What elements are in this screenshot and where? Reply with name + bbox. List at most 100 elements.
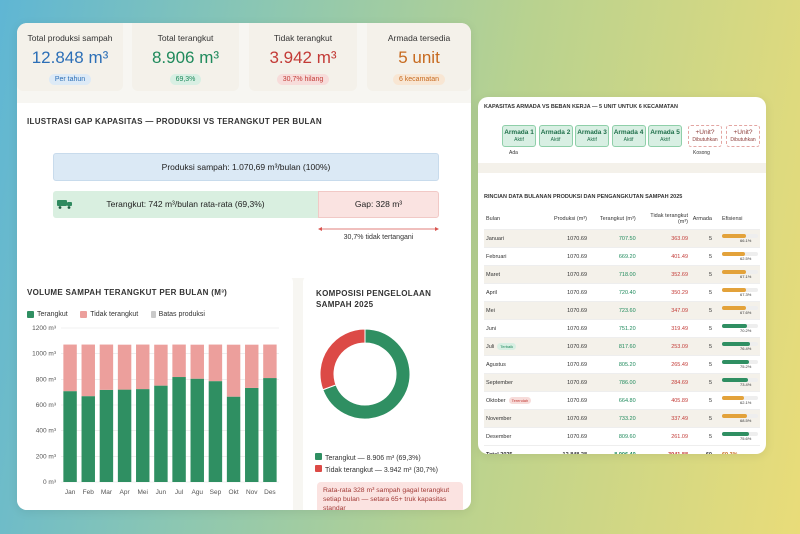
kpi-fleet: Armada tersedia 5 unit 6 kecamatan <box>367 23 471 91</box>
x-tick-label: Sep <box>210 489 222 496</box>
cell-tidak-terangkut: 265.49 <box>637 355 691 374</box>
donut-slice-terangkut <box>322 328 411 420</box>
cell-armada: 5 <box>690 301 714 320</box>
cell-month: Mei <box>484 301 541 320</box>
cell-tidak-terangkut: 363.09 <box>637 229 691 248</box>
cell-produksi: 1070.69 <box>540 247 590 266</box>
efficiency-value: 67.6% <box>740 310 752 315</box>
kpi-value: 8.906 m³ <box>151 48 220 67</box>
x-tick-label: Nov <box>246 489 258 496</box>
efficiency-value: 62.1% <box>740 400 752 405</box>
bar-tidak-terangkut-feb <box>81 344 95 397</box>
cell-month: Agustus <box>484 355 541 374</box>
row-badge: Terendah <box>508 397 532 404</box>
bar-tidak-terangkut-agu <box>190 344 204 379</box>
cell-terangkut: 817.60 <box>589 337 638 356</box>
volume-chart-panel: VOLUME SAMPAH TERANGKUT PER BULAN (M³) T… <box>17 276 293 510</box>
cell-month: Juni <box>484 319 541 338</box>
cell-produksi: 1070.69 <box>540 229 590 248</box>
cell-terangkut: 809.60 <box>589 427 638 446</box>
cell-terangkut: 733.20 <box>589 409 638 428</box>
col-produksi: Produksi (m³) <box>554 216 588 222</box>
fleet-label-kosong: Kosong <box>693 150 710 156</box>
fleet-title: KAPASITAS ARMADA VS BEBAN KERJA — 5 UNIT… <box>484 104 678 110</box>
cell-terangkut: 805.20 <box>589 355 638 374</box>
kpi-value: 5 unit <box>398 48 440 67</box>
efficiency-bar <box>722 342 758 346</box>
cell-tidak-terangkut: 401.49 <box>637 247 691 266</box>
fleet-unit: Armada 4 Aktif <box>611 125 646 147</box>
cell-tidak-terangkut: 253.09 <box>637 337 691 356</box>
efficiency-bar <box>722 270 758 274</box>
gap-title: ILUSTRASI GAP KAPASITAS — PRODUKSI VS TE… <box>27 117 322 126</box>
table-row: Januari 1070.69 707.50 363.09 5 66.1% <box>484 229 760 248</box>
table-total-row: Total 202512.848,288.906,403941.886069,3… <box>484 445 760 454</box>
gap-bar: Gap: 328 m³ <box>318 191 439 218</box>
x-tick-label: Apr <box>120 489 131 496</box>
cell-produksi: 1070.69 <box>540 301 590 320</box>
efficiency-bar <box>722 414 758 418</box>
bar-terangkut-agu <box>190 378 204 482</box>
efficiency-bar <box>722 252 758 256</box>
kpi-total-production: Total produksi sampah 12.848 m³ Per tahu… <box>17 23 123 91</box>
bar-tidak-terangkut-jul <box>172 344 186 378</box>
bar-terangkut-jun <box>154 385 168 482</box>
cell-produksi: 1070.69 <box>540 337 590 356</box>
x-tick-label: Agu <box>191 489 203 496</box>
composition-legend: Terangkut — 8.906 m³ (69,3%) Tidak teran… <box>315 453 438 477</box>
efficiency-bar <box>722 306 758 310</box>
gap-illustration: ILUSTRASI GAP KAPASITAS — PRODUKSI VS TE… <box>17 103 471 278</box>
x-tick-label: Mar <box>101 489 113 496</box>
cell-produksi: 1070.69 <box>540 427 590 446</box>
table-row: Maret 1070.69 718.00 352.69 5 67.1% <box>484 265 760 284</box>
monthly-table: Bulan Produksi (m³) Terangkut (m³) Tidak… <box>484 209 760 454</box>
efficiency-bar <box>722 396 758 400</box>
bar-tidak-terangkut-apr <box>117 344 132 390</box>
legend-tidak-terangkut: Tidak terangkut — 3.942 m³ (30,7%) <box>315 465 438 477</box>
cell-armada: 5 <box>690 337 714 356</box>
total-month: Total 2025 <box>484 445 541 454</box>
y-tick-label: 0 m³ <box>43 479 57 486</box>
col-efisiensi: Efisiensi <box>722 216 743 222</box>
y-tick-label: 600 m³ <box>36 402 57 409</box>
fleet-needed-unit: +Unit? Dibutuhkan <box>726 125 760 147</box>
cell-month: Juli Terbaik <box>484 337 541 356</box>
fleet-label-ada: Ada <box>509 150 518 156</box>
table-row: Oktober Terendah 1070.69 664.80 405.89 5 62.1% <box>484 391 760 410</box>
cell-efisiensi: 67.3% <box>714 283 760 302</box>
cell-produksi: 1070.69 <box>540 391 590 410</box>
bar-tidak-terangkut-okt <box>226 344 241 397</box>
efficiency-value: 67.1% <box>740 274 752 279</box>
cell-terangkut: 718.00 <box>589 265 638 284</box>
cell-month: Januari <box>484 229 541 248</box>
total-produksi: 12.848,28 <box>540 445 590 454</box>
kpi-total-transported: Total terangkut 8.906 m³ 69,3% <box>132 23 239 91</box>
efficiency-bar <box>722 432 758 436</box>
cell-month: April <box>484 283 541 302</box>
bar-tidak-terangkut-jun <box>154 344 168 386</box>
cell-terangkut: 786.00 <box>589 373 638 392</box>
cell-efisiensi: 75.6% <box>714 427 760 446</box>
cell-armada: 5 <box>690 355 714 374</box>
cell-terangkut: 664.80 <box>589 391 638 410</box>
table-row: November 1070.69 733.20 337.49 5 68.5% <box>484 409 760 428</box>
cell-terangkut: 723.60 <box>589 301 638 320</box>
efficiency-bar <box>722 288 758 292</box>
legend-terangkut: Terangkut <box>27 311 68 318</box>
cell-efisiensi: 62.1% <box>714 391 760 410</box>
cell-tidak-terangkut: 261.09 <box>637 427 691 446</box>
bar-terangkut-mar <box>99 389 114 482</box>
cell-armada: 5 <box>690 247 714 266</box>
col-bulan: Bulan <box>486 216 501 222</box>
cell-produksi: 1070.69 <box>540 355 590 374</box>
cell-tidak-terangkut: 405.89 <box>637 391 691 410</box>
total-armada: 60 <box>690 445 714 454</box>
x-tick-label: Feb <box>83 489 95 496</box>
bar-terangkut-des <box>263 378 277 482</box>
x-tick-label: Des <box>264 489 276 496</box>
efficiency-value: 62.5% <box>740 256 752 261</box>
cell-tidak-terangkut: 347.09 <box>637 301 691 320</box>
bar-tidak-terangkut-jan <box>63 344 77 392</box>
fleet-unit: Armada 2 Aktif <box>538 125 573 147</box>
cell-armada: 5 <box>690 373 714 392</box>
